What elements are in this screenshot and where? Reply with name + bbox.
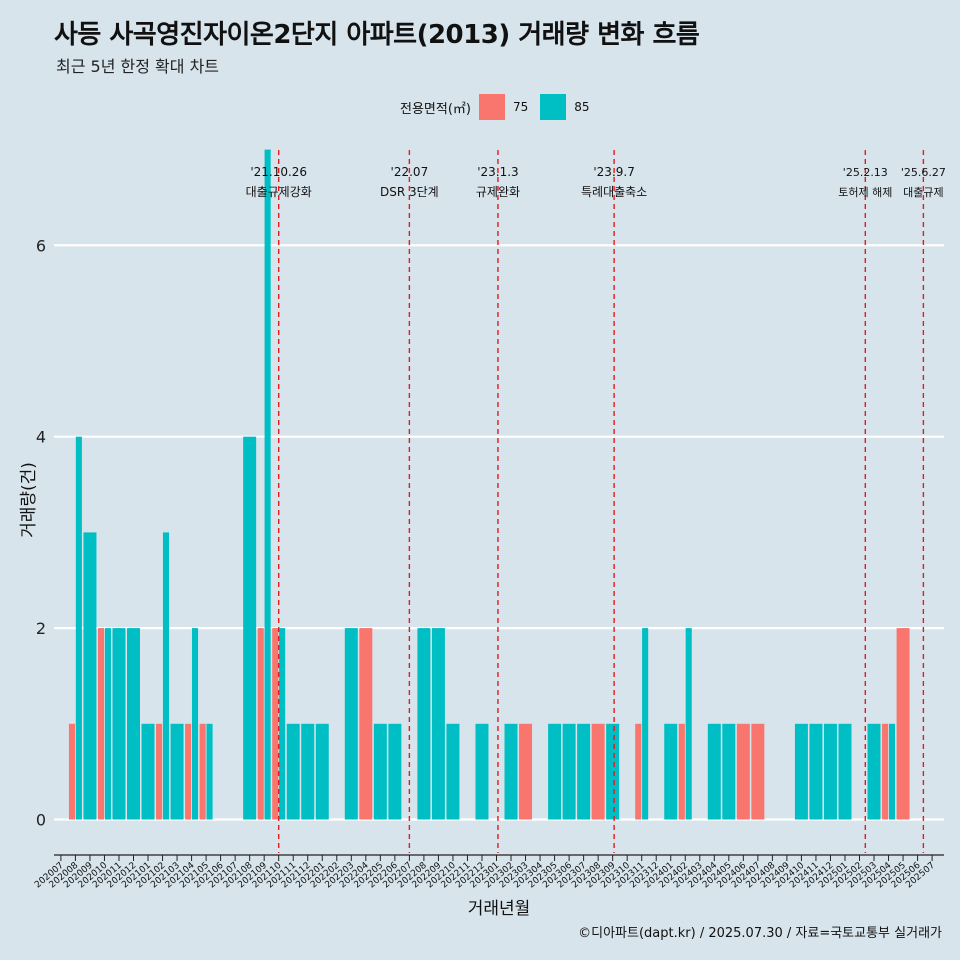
- bar-202105-75: [199, 723, 206, 820]
- bar-202110-75: [272, 628, 279, 820]
- event-date-2: '23.1.3: [477, 165, 518, 179]
- bar-202205-85: [373, 723, 387, 820]
- bar-202109-75: [257, 628, 264, 820]
- y-tick-label: 4: [36, 428, 46, 447]
- legend-label-85: 85: [574, 100, 590, 114]
- bar-202501-85: [838, 723, 852, 820]
- y-tick-label: 6: [36, 236, 46, 255]
- bar-202108-85: [243, 436, 257, 820]
- bar-202102-75: [156, 723, 163, 820]
- bar-202401-85: [664, 723, 678, 820]
- bar-202407-75: [751, 723, 765, 820]
- legend-key-75: [478, 94, 505, 120]
- bar-202405-85: [722, 723, 736, 820]
- source-caption: ©디아파트(dapt.kr) / 2025.07.30 / 자료=국토교통부 실…: [578, 926, 942, 941]
- legend-title: 전용면적(㎡): [400, 101, 471, 117]
- y-tick-label: 0: [36, 811, 46, 830]
- bar-202204-75: [359, 628, 373, 820]
- event-date-1: '22.07: [391, 165, 429, 179]
- bar-202103-85: [170, 723, 184, 820]
- event-label-4: 토허제 해제: [838, 185, 892, 199]
- bar-202303-75: [519, 723, 533, 820]
- bar-202111-85: [286, 723, 300, 820]
- bar-202109-85: [264, 149, 271, 820]
- event-label-5: 대출규제: [903, 186, 943, 199]
- bar-202102-85: [162, 532, 170, 820]
- legend-label-75: 75: [512, 100, 529, 114]
- bar-202210-85: [446, 723, 460, 820]
- bar-202504-75: [882, 723, 889, 820]
- event-label-1: DSR 3단계: [380, 185, 439, 199]
- bar-202402-75: [678, 723, 685, 820]
- legend-key-85: [540, 94, 567, 120]
- bar-202504-85: [888, 723, 896, 820]
- x-axis-title: 거래년월: [468, 899, 531, 919]
- chart-subtitle: 최근 5년 한정 확대 차트: [56, 57, 220, 76]
- bar-202203-85: [344, 628, 358, 820]
- bar-202010-75: [97, 628, 105, 820]
- bar-202307-85: [577, 723, 591, 820]
- bar-202411-85: [809, 723, 823, 820]
- event-date-0: '21.10.26: [250, 165, 307, 179]
- bar-202112-85: [301, 723, 315, 820]
- bar-202201-85: [315, 723, 329, 820]
- bar-202009-85: [83, 532, 97, 820]
- event-label-0: 대출규제강화: [246, 185, 312, 199]
- bar-202206-85: [388, 723, 402, 820]
- y-axis-title: 거래량(건): [19, 462, 39, 538]
- bar-202011-85: [112, 628, 126, 820]
- bar-202008-75: [68, 723, 76, 820]
- legend: 전용면적(㎡) 75 85: [400, 94, 602, 120]
- bar-202306-85: [562, 723, 576, 820]
- event-date-4: '25.2.13: [843, 166, 888, 179]
- bar-202311-85: [642, 628, 649, 820]
- bar-202209-85: [431, 628, 445, 820]
- bar-202010-85: [104, 628, 111, 820]
- bar-202012-85: [127, 628, 140, 820]
- bar-202104-85: [191, 628, 199, 820]
- bar-202208-85: [417, 628, 431, 820]
- event-label-3: 특례대출축소: [581, 185, 647, 199]
- bar-202412-85: [823, 723, 837, 820]
- bar-202104-75: [185, 723, 192, 820]
- bar-202008-85: [75, 436, 82, 820]
- event-date-5: '25.6.27: [901, 166, 946, 179]
- chart-title: 사등 사곡영진자이온2단지 아파트(2013) 거래량 변화 흐름: [54, 20, 700, 50]
- y-tick-label: 2: [36, 619, 46, 638]
- bar-202302-85: [504, 723, 518, 820]
- bar-202212-85: [475, 723, 489, 820]
- bar-202402-85: [685, 628, 692, 820]
- event-date-3: '23.9.7: [593, 165, 634, 179]
- bar-202309-85: [606, 723, 620, 820]
- bar-202308-75: [591, 723, 605, 820]
- bar-202305-85: [548, 723, 562, 820]
- bar-202110-85: [279, 628, 286, 820]
- bar-202505-75: [896, 628, 910, 820]
- event-label-2: 규제완화: [476, 185, 520, 199]
- bar-202503-85: [867, 723, 881, 820]
- bar-202105-85: [206, 723, 213, 820]
- bar-202410-85: [794, 723, 808, 820]
- bar-202311-75: [635, 723, 642, 820]
- bar-202406-75: [736, 723, 750, 820]
- bar-202101-85: [141, 723, 155, 820]
- bar-202404-85: [707, 723, 721, 820]
